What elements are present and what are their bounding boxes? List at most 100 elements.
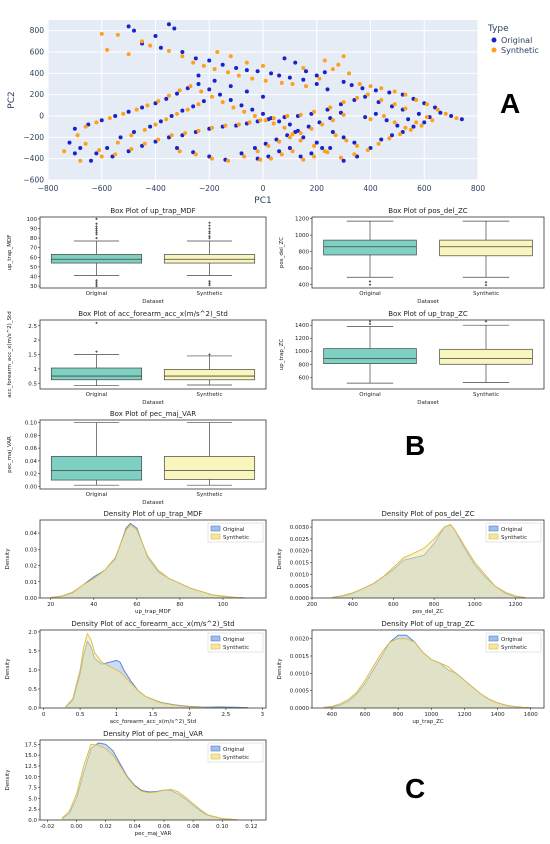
y-tick-label: 1000 <box>295 233 309 239</box>
legend-label: Synthetic <box>501 46 539 55</box>
scatter-point <box>94 120 99 125</box>
scatter-point <box>338 155 343 160</box>
scatter-point <box>258 118 263 123</box>
scatter-point <box>287 146 292 150</box>
x-axis-label: up_trap_ZC <box>412 719 444 725</box>
scatter-point <box>212 67 217 72</box>
box-plot-pos-del-zc: Box Plot of pos_del_ZC 400 600 800 1000 1200 p… <box>272 205 550 307</box>
scatter-point <box>97 148 102 153</box>
scatter-point <box>330 118 335 123</box>
scatter-point <box>301 157 306 162</box>
y-tick-label: 0.04 <box>25 531 38 537</box>
scatter-point <box>175 146 179 150</box>
outlier-point <box>95 282 98 286</box>
scatter-point <box>341 112 346 117</box>
y-axis-label: pec_maj_VAR <box>7 436 13 473</box>
scatter-point <box>196 73 201 78</box>
scatter-point <box>320 122 325 127</box>
density-area <box>50 524 245 598</box>
scatter-point <box>209 125 214 130</box>
scatter-point <box>290 82 295 86</box>
outlier-point <box>95 350 98 353</box>
y-tick-label: −600 <box>23 176 44 185</box>
scatter-point <box>317 76 322 81</box>
y-tick-label: 0.0030 <box>290 525 310 531</box>
scatter-point <box>349 83 354 88</box>
scatter-point <box>341 158 346 163</box>
y-axis-label: acc_forearm_acc_x(m/s^2)_Std <box>7 311 13 397</box>
box-synthetic <box>439 320 533 383</box>
series-synthetic <box>62 31 459 163</box>
chart-title: Density Plot of acc_forearm_acc_x(m/s^2)… <box>71 620 234 628</box>
outlier-point <box>368 280 372 283</box>
density-series-synthetic <box>61 743 237 821</box>
plot-frame <box>311 519 545 599</box>
x-axis-label: Dataset <box>142 299 164 305</box>
box-plot-acc-forearm-std: Box Plot of acc_forearm_acc_x(m/s^2)_Std… <box>0 308 272 408</box>
scatter-point <box>105 146 110 150</box>
y-tick-label: 70 <box>30 246 37 252</box>
scatter-point <box>140 39 145 44</box>
x-tick-label: −200 <box>199 184 220 193</box>
scatter-point <box>177 88 182 93</box>
scatter-point <box>239 103 244 108</box>
scatter-point <box>384 118 389 123</box>
x-tick-label: 800 <box>471 184 486 193</box>
scatter-point <box>403 125 408 130</box>
y-axis-label: Density <box>5 548 11 570</box>
x-tick-label: 60 <box>133 602 140 608</box>
y-tick-label: 2 <box>34 338 38 344</box>
box-synthetic <box>163 422 256 486</box>
y-tick-label: 0.01 <box>25 580 37 586</box>
scatter-point <box>207 154 212 159</box>
scatter-point <box>132 28 136 33</box>
scatter-point <box>271 116 276 121</box>
scatter-point <box>261 111 265 116</box>
scatter-point <box>357 82 362 86</box>
y-tick-label: 10.0 <box>25 775 38 781</box>
plot-frame <box>311 629 545 709</box>
density-area <box>332 524 526 598</box>
x-tick-label: 600 <box>360 712 371 718</box>
outlier-point <box>95 236 98 240</box>
scatter-point <box>287 135 292 140</box>
scatter-point <box>215 50 220 54</box>
outlier-point <box>95 321 98 325</box>
series-original <box>67 22 464 163</box>
scatter-point <box>322 70 327 75</box>
box-iqr <box>323 239 417 256</box>
scatter-point <box>387 90 392 95</box>
scatter-point <box>314 82 319 86</box>
scatter-point <box>185 107 190 112</box>
scatter-point <box>365 92 370 97</box>
outlier-point <box>484 320 488 323</box>
chart-title: Box Plot of up_trap_ZC <box>388 310 468 318</box>
chart-title: Box Plot of up_trap_MDF <box>110 207 195 215</box>
scatter-point <box>408 127 413 132</box>
density-line <box>50 524 245 599</box>
y-tick-label: 0.02 <box>25 564 37 570</box>
x-tick-label: 200 <box>307 602 318 608</box>
x-tick-label: 0 <box>261 184 266 193</box>
scatter-point <box>153 122 158 127</box>
scatter-point <box>207 58 212 63</box>
x-tick-label: 1 <box>115 712 119 718</box>
y-tick-label: 50 <box>30 265 37 271</box>
scatter-point <box>166 135 171 140</box>
scatter-point <box>403 106 408 111</box>
scatter-point <box>309 151 314 156</box>
y-tick-label: 0.0010 <box>290 572 310 578</box>
scatter-point <box>212 78 217 83</box>
density-plot-up-trap-mdf: Density Plot of up_trap_MDF 20 40 60 80 100 0.… <box>0 508 272 618</box>
scatter-point <box>363 94 368 99</box>
scatter-point <box>285 133 290 138</box>
x-tick-label: 0.10 <box>216 824 229 830</box>
y-tick-label: 1.0 <box>28 668 37 674</box>
outlier-point <box>95 229 98 232</box>
scatter-point <box>115 32 120 37</box>
x-axis-label: Dataset <box>142 400 164 406</box>
scatter-point <box>306 124 311 129</box>
legend-label: Original <box>501 637 523 643</box>
x-tick-label: 1000 <box>424 712 438 718</box>
scatter-point <box>99 118 104 123</box>
